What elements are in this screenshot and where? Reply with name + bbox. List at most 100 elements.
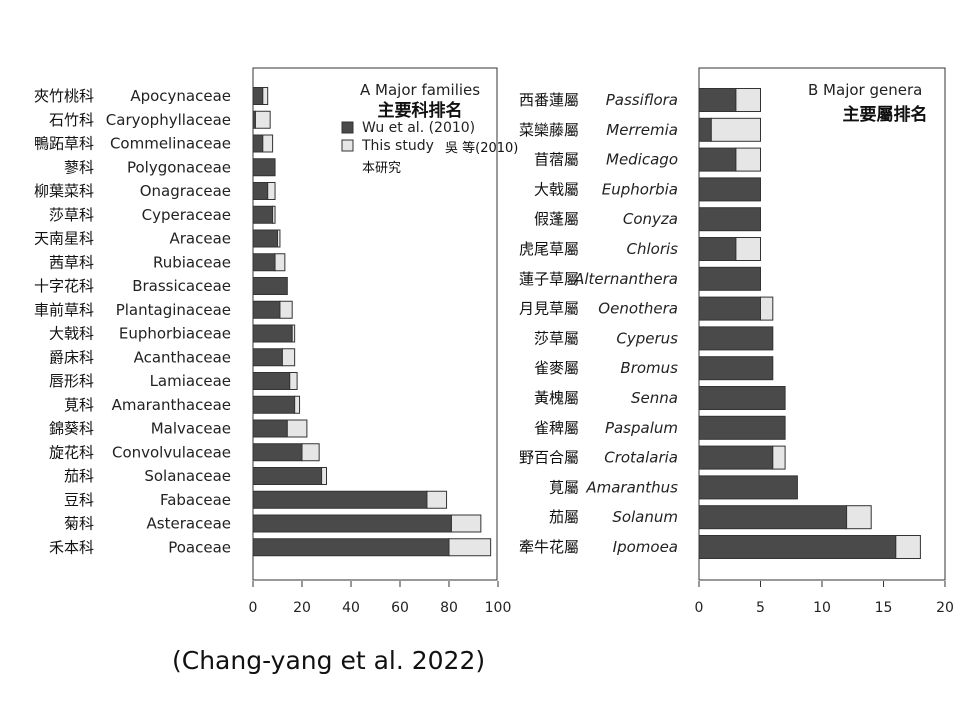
bar-families-commelinaceae-series1	[252, 134, 264, 153]
bar-genera-ipomoea-series1	[698, 535, 897, 559]
x-tick-label-families: 100	[485, 600, 512, 616]
bar-families-rubiaceae-series2	[274, 253, 286, 272]
bar-families-amaranthaceae-series1	[252, 395, 296, 414]
bar-genera-chloris-series2	[735, 237, 762, 261]
legend-swatch-1	[341, 121, 354, 134]
bar-families-acanthaceae-series1	[252, 348, 283, 367]
citation: (Chang-yang et al. 2022)	[172, 646, 486, 675]
bar-genera-alternanthera-series1	[698, 266, 761, 291]
x-tick-label-families: 0	[249, 600, 258, 616]
bar-genera-amaranthus-series1	[698, 475, 798, 500]
x-tick-label-genera: 0	[695, 600, 704, 616]
bar-families-euphorbiaceae-series1	[252, 324, 293, 343]
bar-families-amaranthaceae-series2	[294, 395, 301, 414]
category-label-zh-genera: 虎尾草屬	[519, 240, 579, 258]
category-label-zh-families: 唇形科	[49, 372, 94, 390]
category-label-families: Apocynaceae	[130, 87, 231, 105]
category-label-zh-families: 爵床科	[49, 348, 94, 366]
x-tick-label-genera: 5	[756, 600, 765, 616]
chart-title-families: A Major families	[360, 81, 480, 99]
category-label-genera: Alternanthera	[573, 270, 678, 288]
category-label-genera: Amaranthus	[585, 478, 678, 496]
legend-label-zh-1: 吳 等(2010)	[445, 140, 518, 156]
category-label-zh-families: 莎草科	[49, 206, 94, 224]
category-label-genera: Conyza	[623, 210, 678, 228]
category-label-families: Rubiaceae	[153, 253, 231, 271]
category-label-genera: Crotalaria	[604, 449, 678, 467]
category-label-genera: Senna	[631, 389, 678, 407]
category-label-families: Asteraceae	[147, 515, 231, 533]
category-label-families: Plantaginaceae	[116, 301, 231, 319]
bar-families-araceae-series1	[252, 229, 278, 248]
bar-genera-medicago-series1	[698, 147, 737, 172]
category-label-zh-families: 菊科	[64, 515, 94, 533]
legend-label-2: This study	[361, 138, 434, 154]
x-tick-label-genera: 20	[936, 600, 954, 616]
bar-families-rubiaceae-series1	[252, 253, 276, 272]
category-label-families: Poaceae	[168, 538, 231, 556]
x-tick-label-families: 80	[440, 600, 458, 616]
x-tick-label-families: 20	[293, 600, 311, 616]
bar-families-fabaceae-series1	[252, 490, 428, 509]
bar-families-onagraceae-series1	[252, 182, 269, 200]
bar-genera-crotalaria-series2	[772, 445, 786, 470]
category-label-families: Euphorbiaceae	[119, 325, 231, 343]
bar-genera-senna-series1	[698, 386, 786, 410]
bar-genera-oenothera-series1	[698, 296, 761, 321]
category-label-families: Malvaceae	[151, 420, 231, 438]
chart-subtitle-zh-families: 主要科排名	[378, 100, 463, 121]
bar-genera-euphorbia-series1	[698, 177, 761, 202]
bar-families-brassicaceae-series1	[252, 277, 288, 295]
bar-families-euphorbiaceae-series2	[291, 324, 296, 343]
bar-families-asteraceae-series2	[450, 514, 482, 533]
category-label-zh-families: 柳葉菜科	[34, 182, 94, 200]
category-label-genera: Medicago	[606, 151, 678, 169]
category-label-families: Fabaceae	[160, 491, 231, 509]
category-label-zh-families: 莧科	[64, 396, 94, 414]
category-label-zh-genera: 菜欒藤屬	[519, 121, 579, 139]
category-label-zh-genera: 莎草屬	[534, 329, 579, 347]
bar-families-convolvulaceae-series2	[301, 443, 320, 462]
category-label-zh-families: 蓼科	[64, 158, 94, 176]
category-label-zh-families: 鴨跖草科	[34, 135, 94, 153]
bar-families-malvaceae-series1	[252, 419, 288, 438]
category-label-families: Brassicaceae	[132, 277, 231, 295]
legend-label-1: Wu et al. (2010)	[362, 120, 475, 136]
bar-families-solanaceae-series2	[321, 467, 328, 485]
bar-families-cyperaceae-series2	[272, 205, 276, 224]
bar-families-caryophyllaceae-series2	[254, 110, 271, 129]
category-label-zh-genera: 雀稗屬	[534, 419, 579, 437]
category-label-zh-families: 十字花科	[34, 277, 94, 295]
bar-genera-bromus-series1	[698, 356, 774, 381]
bar-families-cyperaceae-series1	[252, 205, 274, 224]
bar-genera-ipomoea-series2	[895, 535, 921, 559]
bar-families-polygonaceae-series1	[252, 158, 276, 177]
category-label-families: Solanaceae	[144, 467, 231, 485]
chart-subtitle-zh-genera: 主要屬排名	[843, 104, 928, 125]
bar-families-apocynaceae-series1	[252, 87, 264, 105]
bar-families-commelinaceae-series2	[262, 134, 274, 153]
bar-families-lamiaceae-series2	[289, 372, 298, 390]
category-label-genera: Oenothera	[598, 300, 678, 318]
category-label-families: Cyperaceae	[142, 206, 231, 224]
bar-families-plantaginaceae-series1	[252, 300, 281, 319]
bar-genera-solanum-series2	[846, 505, 872, 530]
bar-families-poaceae-series1	[252, 538, 450, 557]
category-label-zh-genera: 茄屬	[549, 508, 579, 526]
bar-families-convolvulaceae-series1	[252, 443, 303, 462]
category-label-zh-genera: 假蓬屬	[534, 210, 579, 228]
bar-genera-passiflora-series1	[698, 88, 737, 112]
category-label-zh-genera: 雀麥屬	[534, 359, 579, 377]
bar-genera-passiflora-series2	[735, 88, 762, 112]
legend-swatch-2	[341, 139, 354, 152]
category-label-genera: Merremia	[606, 121, 678, 139]
category-label-zh-genera: 苜蓿屬	[534, 151, 579, 169]
category-label-genera: Paspalum	[605, 419, 678, 437]
category-label-genera: Euphorbia	[602, 180, 678, 198]
category-label-zh-families: 車前草科	[34, 301, 94, 319]
category-label-families: Convolvulaceae	[112, 443, 231, 461]
category-label-zh-families: 茜草科	[49, 253, 94, 271]
category-label-genera: Chloris	[627, 240, 679, 258]
bar-genera-paspalum-series1	[698, 415, 786, 440]
